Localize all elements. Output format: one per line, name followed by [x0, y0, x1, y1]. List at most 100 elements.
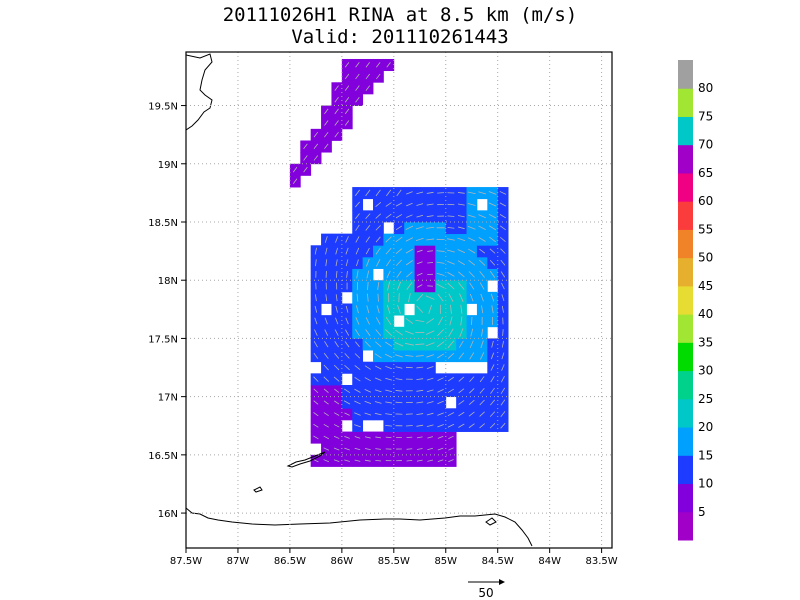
wind-vector [374, 412, 382, 416]
wind-vector [335, 247, 339, 255]
wind-vector [425, 342, 435, 347]
wind-vector [479, 399, 485, 406]
wind-vector [325, 294, 328, 302]
wind-vector [375, 317, 381, 325]
wind-vector [437, 436, 444, 439]
wind-vector [365, 317, 370, 325]
colorbar-label: 55 [698, 222, 713, 236]
wind-vector [468, 259, 476, 266]
wind-vector [385, 213, 392, 219]
wind-vector [459, 328, 464, 337]
wind-vector [415, 343, 425, 345]
y-tick-label: 16N [158, 509, 178, 520]
wind-vector [467, 191, 476, 195]
wind-vector [354, 424, 361, 428]
wind-vector [478, 214, 486, 219]
wind-vector [354, 376, 361, 382]
wind-vector [313, 131, 319, 138]
wind-vector [490, 364, 495, 371]
wind-vector [374, 401, 382, 404]
wind-vector [323, 459, 330, 463]
wind-vector [478, 225, 486, 230]
wind-vector [334, 400, 340, 405]
wind-vector [345, 305, 349, 313]
x-tick-label: 87W [227, 556, 250, 567]
wind-vector [356, 293, 359, 302]
wind-vector [345, 236, 349, 243]
wind-vector [375, 329, 382, 336]
wind-vector [450, 304, 452, 314]
wind-vector [458, 411, 465, 417]
wind-vector [354, 459, 361, 462]
wind-vector [313, 388, 319, 394]
wind-vector [366, 258, 370, 267]
wind-vector [416, 203, 424, 206]
y-tick-label: 16.5N [148, 451, 178, 462]
wind-vector [417, 284, 423, 288]
wind-vector [448, 459, 454, 463]
wind-vector [499, 225, 506, 231]
wind-vector [355, 224, 360, 231]
wind-vector [323, 352, 329, 359]
wind-vector [425, 295, 435, 300]
colorbar-segment [678, 511, 693, 541]
wind-vector [406, 448, 413, 450]
wind-vector [334, 85, 339, 91]
wind-vector [459, 293, 464, 302]
wind-vector [354, 447, 361, 451]
wind-vector [499, 214, 507, 219]
wind-vector [458, 282, 465, 290]
wind-vector [416, 389, 424, 392]
wind-vector [481, 305, 484, 314]
wind-vector [500, 271, 506, 278]
wind-vector [356, 259, 359, 267]
wind-vector [385, 401, 393, 404]
wind-vector [479, 282, 485, 290]
wind-vector [488, 225, 497, 231]
wind-vector [344, 353, 350, 359]
wind-vector [354, 365, 361, 370]
wind-vector [467, 225, 476, 230]
coastline-mainland [186, 507, 533, 547]
wind-vector [437, 447, 444, 451]
wind-vector [500, 399, 506, 406]
y-tick-label: 18N [158, 276, 178, 287]
wind-vector [314, 247, 317, 255]
wind-vector [405, 355, 414, 357]
colorbar-segment [678, 229, 693, 259]
wind-vector [415, 237, 424, 242]
wind-vector [469, 340, 474, 349]
wind-vector [397, 304, 401, 314]
wind-vector [428, 304, 432, 314]
wind-vector [333, 412, 340, 416]
wind-vector [500, 387, 506, 394]
wind-vector [458, 400, 465, 405]
wind-vector [364, 412, 372, 416]
wind-vector [344, 447, 350, 451]
wind-vector [469, 388, 475, 394]
wind-vector [500, 411, 506, 418]
wind-vector [365, 224, 371, 231]
wind-vector [355, 213, 360, 220]
wind-vector [395, 354, 403, 358]
wind-vector [457, 237, 466, 242]
wind-vector [426, 354, 435, 358]
wind-vector [415, 355, 424, 357]
wind-vector [365, 236, 371, 243]
x-tick-label: 84.5W [482, 556, 514, 567]
wind-vector [416, 378, 424, 381]
wind-vector [356, 305, 359, 314]
x-tick-label: 86W [331, 556, 354, 567]
wind-vector [447, 282, 455, 290]
grid-lines [185, 52, 612, 548]
wind-vector [324, 143, 329, 150]
wind-vector [334, 341, 339, 348]
wind-vector [385, 377, 392, 381]
wind-vector [333, 376, 340, 382]
wind-vector [447, 226, 455, 229]
wind-vector [323, 364, 329, 371]
wind-vector [366, 270, 370, 279]
wind-vector [490, 376, 495, 383]
wind-vector [354, 189, 360, 197]
